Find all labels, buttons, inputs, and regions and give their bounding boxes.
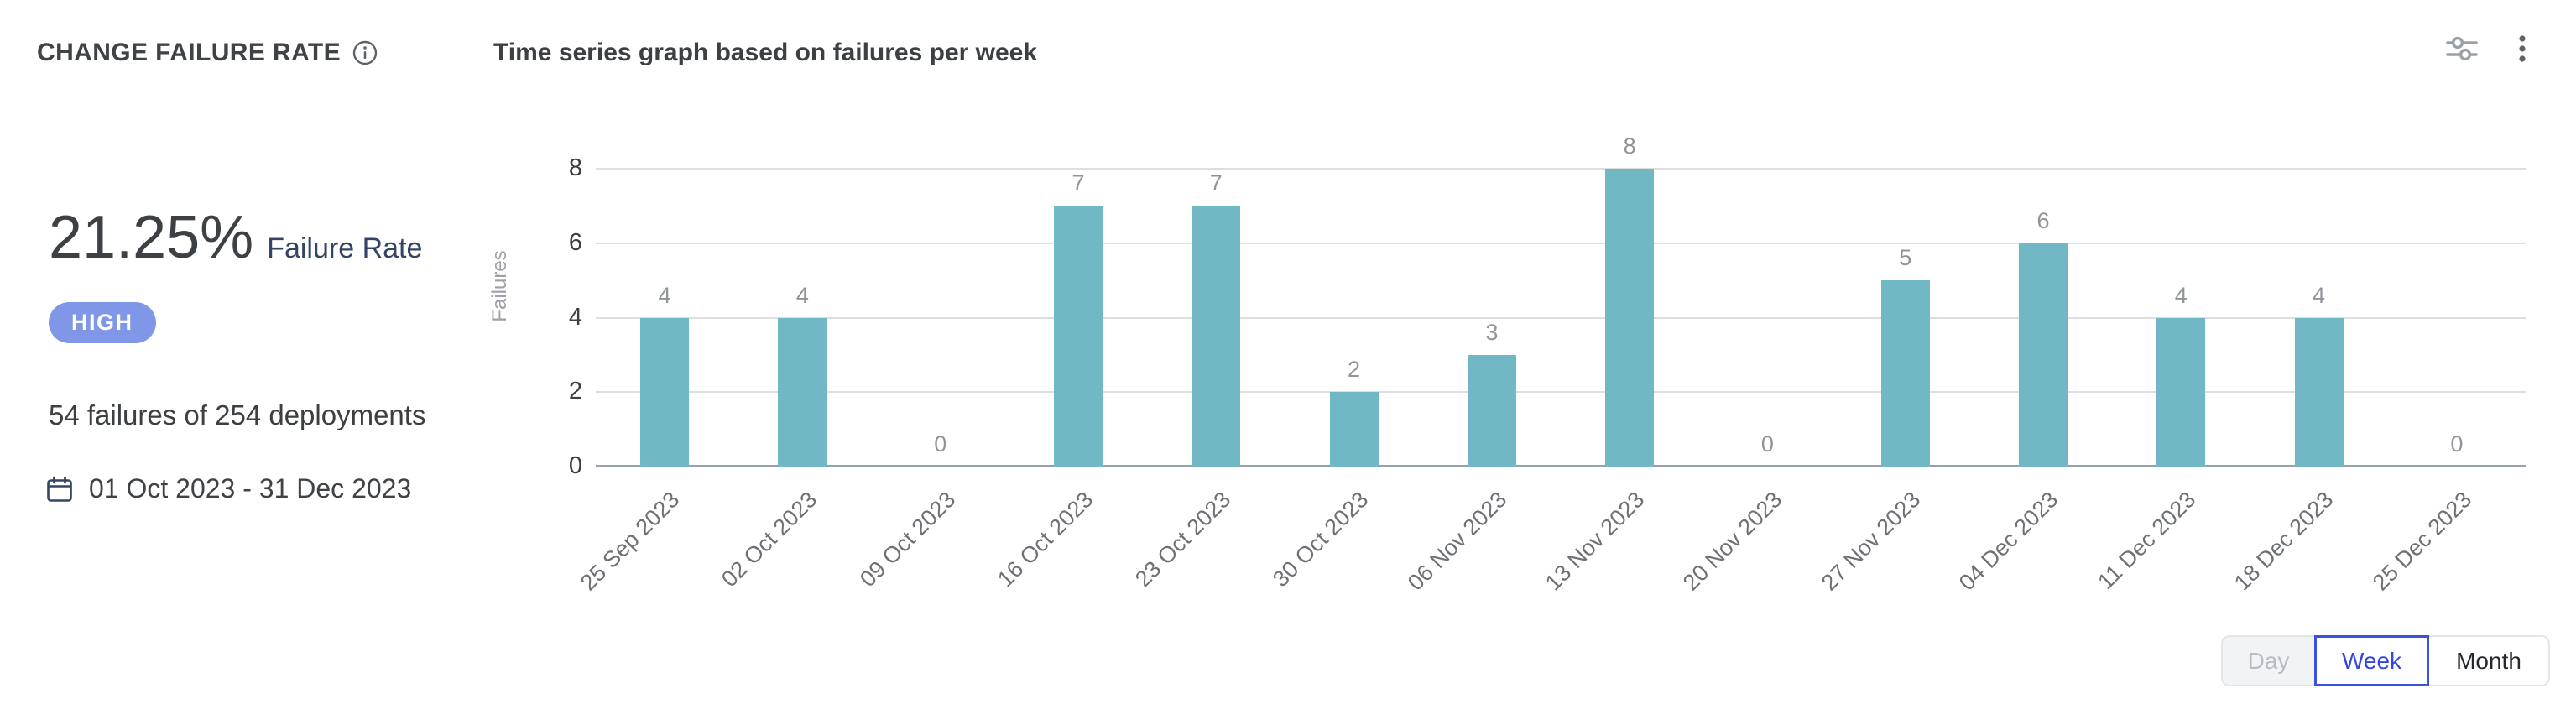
- bar: [1054, 206, 1103, 467]
- bar: [2019, 243, 2068, 467]
- bar-value-label: 5: [1899, 245, 1912, 271]
- failure-rate-summary: 21.25% Failure Rate: [49, 206, 422, 270]
- bar-value-label: 0: [934, 431, 947, 457]
- y-axis-tick-label: 2: [568, 378, 582, 405]
- bar: [1880, 280, 1930, 467]
- x-axis-date-label: 27 Nov 2023: [1816, 487, 1925, 596]
- month-toggle-button[interactable]: Month: [2427, 635, 2550, 686]
- gridline: [596, 391, 2526, 394]
- bar-value-label: 4: [795, 282, 809, 308]
- gridline: [596, 168, 2526, 170]
- bar: [2156, 317, 2206, 467]
- bar: [2294, 317, 2344, 467]
- day-toggle-button[interactable]: Day: [2221, 635, 2316, 686]
- y-axis-title: Failures: [488, 250, 511, 322]
- week-toggle-button[interactable]: Week: [2314, 635, 2429, 686]
- bar-value-label: 7: [1209, 170, 1223, 196]
- sliders-settings-icon[interactable]: [2443, 30, 2480, 67]
- bar: [1467, 354, 1516, 467]
- gridline: [596, 316, 2526, 319]
- failures-deployments-stat: 54 failures of 254 deployments: [49, 399, 426, 430]
- chart-title: Time series graph based on failures per …: [493, 39, 1038, 66]
- calendar-icon: [45, 475, 74, 503]
- bar-value-label: 8: [1623, 133, 1636, 159]
- status-badge: HIGH: [49, 302, 156, 343]
- bar-value-label: 0: [2450, 431, 2464, 457]
- x-axis-date-label: 13 Nov 2023: [1540, 487, 1650, 596]
- failure-rate-value: 21.25%: [49, 204, 254, 271]
- y-axis-tick-label: 0: [568, 452, 582, 479]
- x-axis-date-label: 04 Dec 2023: [1953, 487, 2063, 596]
- bar: [1192, 206, 1241, 467]
- x-axis-line: [596, 465, 2526, 467]
- x-axis-date-label: 16 Oct 2023: [992, 487, 1098, 592]
- x-axis-date-label: 20 Nov 2023: [1678, 487, 1787, 596]
- x-axis-date-label: 02 Oct 2023: [717, 487, 822, 592]
- bar-value-label: 6: [2036, 207, 2050, 233]
- bar-value-label: 7: [1072, 170, 1085, 196]
- bar: [1605, 169, 1655, 467]
- bar-value-label: 3: [1485, 319, 1499, 345]
- x-axis-date-label: 25 Dec 2023: [2367, 487, 2477, 596]
- x-axis-date-label: 18 Dec 2023: [2229, 487, 2339, 596]
- y-axis-tick-label: 8: [568, 154, 582, 181]
- bar-value-label: 0: [1760, 431, 1774, 457]
- bar: [778, 317, 827, 467]
- x-axis-date-label: 25 Sep 2023: [575, 487, 685, 596]
- granularity-toggle: Day Week Month: [2221, 635, 2550, 686]
- y-axis-tick-label: 4: [568, 303, 582, 331]
- bar-value-label: 4: [2174, 282, 2188, 308]
- panel-header: CHANGE FAILURE RATE: [37, 39, 378, 67]
- bar: [1329, 392, 1379, 467]
- date-range-text: 01 Oct 2023 - 31 Dec 2023: [89, 473, 412, 503]
- x-axis-date-label: 09 Oct 2023: [854, 487, 960, 592]
- kebab-menu-icon[interactable]: [2504, 30, 2541, 67]
- y-axis-tick-label: 6: [568, 228, 582, 256]
- x-axis-date-label: 06 Nov 2023: [1402, 487, 1512, 596]
- bar-value-label: 2: [1348, 357, 1361, 383]
- x-axis-date-label: 23 Oct 2023: [1130, 487, 1236, 592]
- date-range-row: 01 Oct 2023 - 31 Dec 2023: [45, 473, 411, 504]
- x-axis-date-label: 11 Dec 2023: [2093, 487, 2201, 595]
- failure-rate-label: Failure Rate: [267, 232, 423, 264]
- panel-title: CHANGE FAILURE RATE: [37, 39, 342, 66]
- x-axis-date-label: 30 Oct 2023: [1268, 487, 1374, 592]
- info-icon[interactable]: [352, 39, 378, 66]
- bar-value-label: 4: [2313, 282, 2326, 308]
- bar-value-label: 4: [658, 282, 671, 308]
- bar: [640, 317, 690, 467]
- gridline: [596, 242, 2526, 244]
